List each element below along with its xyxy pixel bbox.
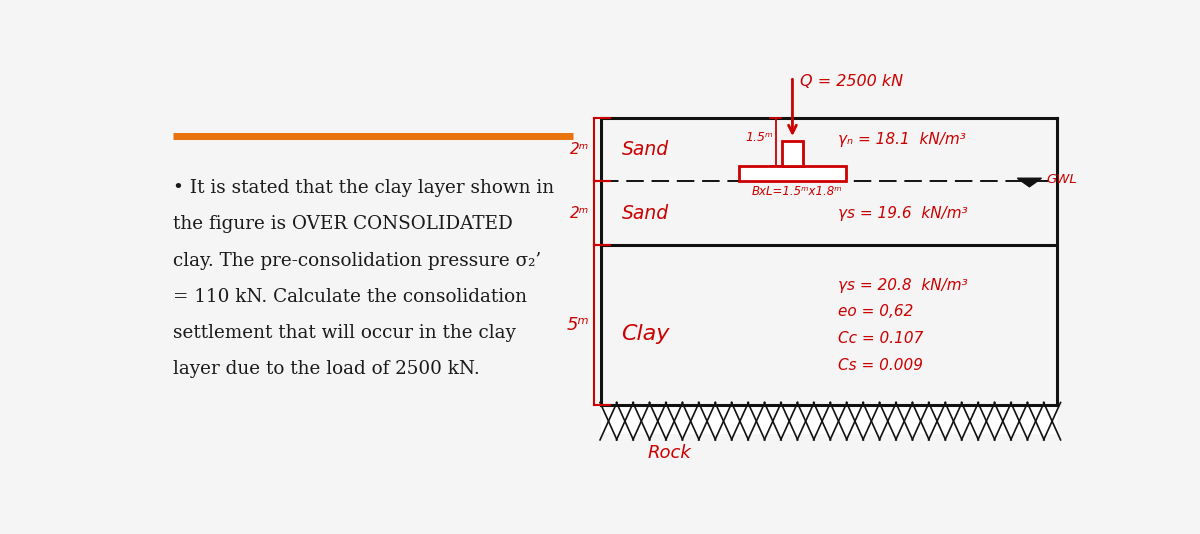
Text: 2ᵐ: 2ᵐ bbox=[570, 142, 589, 157]
Text: the figure is OVER CONSOLIDATED: the figure is OVER CONSOLIDATED bbox=[173, 215, 514, 233]
Text: 2ᵐ: 2ᵐ bbox=[570, 206, 589, 221]
Text: Sand: Sand bbox=[622, 140, 668, 159]
Text: Clay: Clay bbox=[622, 324, 670, 343]
Text: GWL: GWL bbox=[1046, 173, 1076, 186]
Bar bbox=[739, 166, 846, 181]
Text: clay. The pre-consolidation pressure σ₂’: clay. The pre-consolidation pressure σ₂’ bbox=[173, 252, 541, 270]
Text: γs = 19.6  kN/m³: γs = 19.6 kN/m³ bbox=[838, 206, 967, 221]
Text: eo = 0,62: eo = 0,62 bbox=[838, 304, 913, 319]
Text: = 110 kN. Calculate the consolidation: = 110 kN. Calculate the consolidation bbox=[173, 288, 527, 306]
Bar bbox=[601, 405, 1057, 434]
Text: 1.5ᵐ: 1.5ᵐ bbox=[745, 131, 773, 144]
Text: γₙ = 18.1  kN/m³: γₙ = 18.1 kN/m³ bbox=[838, 132, 966, 147]
Text: γs = 20.8  kN/m³: γs = 20.8 kN/m³ bbox=[838, 278, 967, 293]
Text: • It is stated that the clay layer shown in: • It is stated that the clay layer shown… bbox=[173, 179, 554, 197]
Text: Sand: Sand bbox=[622, 204, 668, 223]
Text: Rock: Rock bbox=[648, 444, 691, 462]
Text: layer due to the load of 2500 kN.: layer due to the load of 2500 kN. bbox=[173, 360, 480, 378]
Text: Q = 2500 kN: Q = 2500 kN bbox=[800, 74, 904, 89]
Text: settlement that will occur in the clay: settlement that will occur in the clay bbox=[173, 324, 516, 342]
Text: 5ᵐ: 5ᵐ bbox=[566, 316, 589, 334]
Bar bbox=[782, 141, 803, 166]
Text: Cc = 0.107: Cc = 0.107 bbox=[838, 331, 923, 346]
Text: BxL=1.5ᵐx1.8ᵐ: BxL=1.5ᵐx1.8ᵐ bbox=[751, 185, 842, 198]
Text: Cs = 0.009: Cs = 0.009 bbox=[838, 358, 923, 373]
Polygon shape bbox=[1018, 178, 1042, 187]
